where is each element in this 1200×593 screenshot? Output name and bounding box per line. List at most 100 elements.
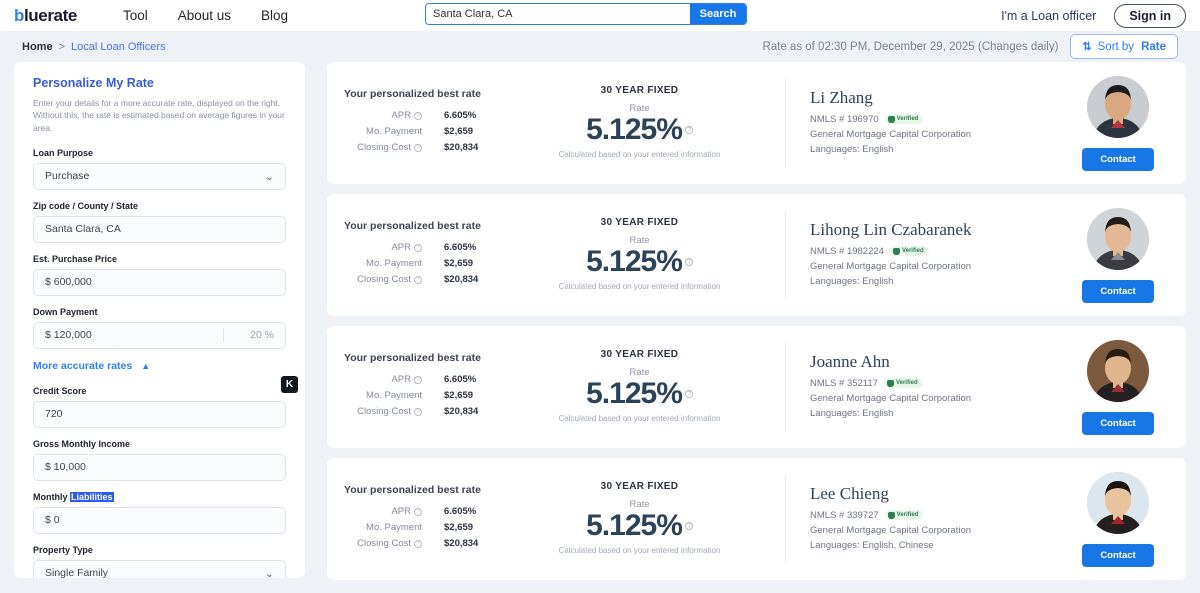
input-zip-county-state[interactable]: Santa Clara, CA (33, 215, 286, 243)
input-gross-monthly-income[interactable]: $ 10,000 (33, 453, 286, 481)
closing-cost-info-icon[interactable]: ? (414, 275, 422, 284)
loan-officer-card[interactable]: Your personalized best rate APR? 6.605% … (327, 62, 1186, 184)
label-loan-purpose: Loan Purpose (33, 147, 94, 158)
closing-cost-label: Closing Cost? (344, 142, 422, 153)
monthly-payment-value: $2,659 (444, 126, 474, 137)
input-credit-score[interactable]: 720 K (33, 375, 298, 428)
select-loan-purpose[interactable]: Purchase ⌄ (33, 162, 286, 190)
select-property-type[interactable]: Single Family ⌄ (33, 559, 286, 578)
sign-in-button[interactable]: Sign in (1114, 3, 1186, 28)
officer-name[interactable]: Lihong Lin Czabaranek (810, 219, 972, 239)
officer-photo-block: Contact (1072, 75, 1164, 171)
closing-cost-value: $20,834 (444, 142, 479, 153)
officer-nmls-row: NMLS # 339727 Verified (810, 510, 1072, 521)
contact-button[interactable]: Contact (1082, 543, 1154, 567)
loan-term-label: 30 YEAR FIXED (600, 85, 679, 97)
apr-label: APR? (344, 374, 422, 385)
interest-rate-value: 5.125% (586, 509, 683, 543)
contact-button[interactable]: Contact (1082, 279, 1154, 303)
panel-title: Personalize My Rate (33, 76, 154, 90)
rate-caption: Rate (629, 103, 650, 115)
rate-info-icon[interactable]: ? (684, 126, 693, 135)
nav-item-tool[interactable]: Tool (122, 8, 148, 23)
shield-icon (887, 511, 895, 519)
apr-row: APR? 6.605% (344, 242, 534, 253)
field-purchase-price: Est. Purchase Price $ 600,000 (33, 254, 286, 296)
nav-item-about-us[interactable]: About us (177, 8, 231, 23)
input-monthly-liabilities[interactable]: $ 0 (33, 506, 286, 534)
officer-nmls: NMLS # 196970 (810, 113, 879, 125)
search-button[interactable]: Search (690, 4, 746, 24)
rate-calc-note: Calculated based on your entered informa… (558, 149, 721, 159)
rate-info-icon[interactable]: ? (684, 258, 693, 267)
apr-info-icon[interactable]: ? (414, 243, 422, 252)
officer-company: General Mortgage Capital Corporation (810, 128, 972, 140)
loan-term-label: 30 YEAR FIXED (600, 217, 679, 229)
loan-officer-results-list: Your personalized best rate APR? 6.605% … (327, 62, 1186, 580)
apr-value: 6.605% (444, 374, 477, 385)
browser-extension-badge-icon[interactable]: K (281, 375, 298, 393)
rate-info-icon[interactable]: ? (684, 522, 693, 531)
contact-button[interactable]: Contact (1082, 411, 1154, 435)
location-search-box: Search (425, 3, 747, 25)
closing-cost-info-icon[interactable]: ? (414, 407, 422, 416)
closing-cost-info-icon[interactable]: ? (414, 539, 422, 548)
avatar (1087, 339, 1149, 402)
chevron-down-icon: ⌄ (264, 567, 274, 578)
label-liabilities-highlighted: Liabilities (70, 491, 114, 502)
apr-info-icon[interactable]: ? (414, 111, 422, 120)
closing-cost-info-icon[interactable]: ? (414, 143, 422, 152)
monthly-payment-row: Mo. Payment $2,659 (344, 390, 534, 401)
loan-officer-card[interactable]: Your personalized best rate APR? 6.605% … (327, 194, 1186, 316)
label-monthly-liabilities: Monthly Liabilities (33, 491, 286, 502)
officer-languages: Languages: English (810, 143, 894, 155)
label-purchase-price: Est. Purchase Price (33, 253, 118, 264)
avatar-portrait-icon (1087, 471, 1149, 534)
loan-officer-link[interactable]: I'm a Loan officer (1001, 8, 1097, 23)
rate-info-icon[interactable]: ? (684, 390, 693, 399)
interest-rate-value-wrap: 5.125% ? (586, 246, 693, 278)
field-credit-score: Credit Score 720 K (33, 375, 298, 428)
value-zip-county-state: Santa Clara, CA (45, 223, 121, 236)
logo-text: luerate (23, 5, 77, 25)
interest-rate-value: 5.125% (586, 245, 683, 279)
input-purchase-price[interactable]: $ 600,000 (33, 268, 286, 296)
value-loan-purpose: Purchase (45, 170, 90, 183)
rate-calc-note: Calculated based on your entered informa… (558, 413, 721, 423)
field-divider (223, 328, 224, 343)
sort-by-button[interactable]: ⇅ Sort by Rate (1070, 34, 1178, 59)
more-accurate-rates-toggle[interactable]: More accurate rates ▲ (33, 360, 286, 372)
brand-logo[interactable]: b luerate (14, 6, 77, 26)
loan-officer-card[interactable]: Your personalized best rate APR? 6.605% … (327, 458, 1186, 580)
nav-item-blog[interactable]: Blog (261, 8, 289, 23)
apr-info-icon[interactable]: ? (414, 375, 422, 384)
input-down-payment[interactable]: $ 120,000 20 % (33, 321, 286, 349)
verified-badge: Verified (883, 378, 923, 388)
monthly-payment-row: Mo. Payment $2,659 (344, 522, 534, 533)
closing-cost-label: Closing Cost? (344, 274, 422, 285)
rate-highlight: 30 YEAR FIXED Rate 5.125% ? Calculated b… (534, 349, 785, 424)
officer-name[interactable]: Lee Chieng (810, 483, 889, 503)
loan-officer-card[interactable]: Your personalized best rate APR? 6.605% … (327, 326, 1186, 448)
search-input[interactable] (426, 4, 690, 24)
avatar-portrait-icon (1087, 207, 1149, 270)
contact-button[interactable]: Contact (1082, 147, 1154, 171)
officer-name[interactable]: Joanne Ahn (810, 351, 890, 371)
label-property-type: Property Type (33, 544, 93, 555)
breadcrumb-toolbar: Home > Local Loan Officers Rate as of 02… (0, 31, 1200, 62)
interest-rate-value: 5.125% (586, 377, 683, 411)
header-right-actions: I'm a Loan officer Sign in (1001, 3, 1186, 28)
breadcrumb-home[interactable]: Home (22, 40, 53, 53)
apr-row: APR? 6.605% (344, 374, 534, 385)
monthly-payment-label: Mo. Payment (366, 390, 422, 401)
closing-cost-row: Closing Cost? $20,834 (344, 142, 534, 153)
officer-photo-block: Contact (1072, 471, 1164, 567)
monthly-payment-label: Mo. Payment (366, 522, 422, 533)
card-divider (785, 211, 786, 299)
officer-name[interactable]: Li Zhang (810, 87, 873, 107)
breadcrumb-current[interactable]: Local Loan Officers (71, 40, 166, 53)
interest-rate-value-wrap: 5.125% ? (586, 114, 693, 146)
closing-cost-label: Closing Cost? (344, 406, 422, 417)
apr-info-icon[interactable]: ? (414, 507, 422, 516)
personalized-rate-title: Your personalized best rate (344, 352, 481, 364)
